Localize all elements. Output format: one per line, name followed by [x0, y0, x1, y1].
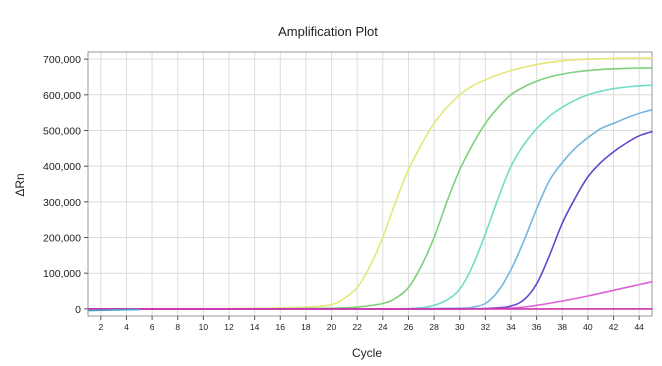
y-tick-label: 100,000: [43, 268, 81, 280]
y-tick-label: 700,000: [43, 54, 81, 66]
y-tick-label: 400,000: [43, 161, 81, 173]
x-tick-label: 34: [506, 322, 516, 332]
series-line-2: [87, 67, 653, 310]
series-line-3: [87, 84, 653, 310]
x-axis-label: Cycle: [352, 346, 382, 360]
x-tick-label: 10: [199, 322, 209, 332]
series-line-8: [87, 308, 141, 312]
chart-title: Amplification Plot: [278, 24, 378, 39]
y-axis-label: ΔRn: [13, 173, 27, 196]
x-tick-label: 32: [481, 322, 491, 332]
x-tick-label: 6: [150, 322, 155, 332]
y-tick-label: 0: [75, 304, 81, 316]
y-tick-label: 200,000: [43, 233, 81, 245]
x-tick-label: 8: [175, 322, 180, 332]
x-tick-label: 4: [124, 322, 129, 332]
x-tick-label: 26: [404, 322, 414, 332]
x-tick-label: 44: [634, 322, 644, 332]
plot-frame: [87, 51, 653, 317]
y-tick-label: 300,000: [43, 197, 81, 209]
x-axis: 2 4 6 8 10 12 14 16 18 20 22 24 26 28 30 32 34 36 38 40 42 44: [98, 316, 644, 332]
series-group: [87, 57, 653, 312]
series-line-1: [87, 57, 653, 310]
x-tick-label: 16: [276, 322, 286, 332]
x-tick-label: 24: [378, 322, 388, 332]
series-line-4: [87, 109, 653, 310]
series-line-5: [87, 130, 653, 310]
x-tick-label: 36: [532, 322, 542, 332]
y-tick-label: 500,000: [43, 125, 81, 137]
y-tick-label: 600,000: [43, 90, 81, 102]
x-tick-label: 22: [352, 322, 362, 332]
x-tick-label: 20: [327, 322, 337, 332]
x-tick-label: 12: [224, 322, 234, 332]
x-tick-label: 28: [429, 322, 439, 332]
x-tick-label: 14: [250, 322, 260, 332]
y-axis: 0 100,000 200,000 300,000 400,000 500,000 600,…: [43, 54, 88, 316]
series-line-6: [87, 281, 653, 310]
grid: [88, 52, 652, 316]
x-tick-label: 18: [301, 322, 311, 332]
x-tick-label: 38: [558, 322, 568, 332]
x-tick-label: 42: [609, 322, 619, 332]
x-tick-label: 40: [583, 322, 593, 332]
x-tick-label: 2: [98, 322, 103, 332]
x-tick-label: 30: [455, 322, 465, 332]
